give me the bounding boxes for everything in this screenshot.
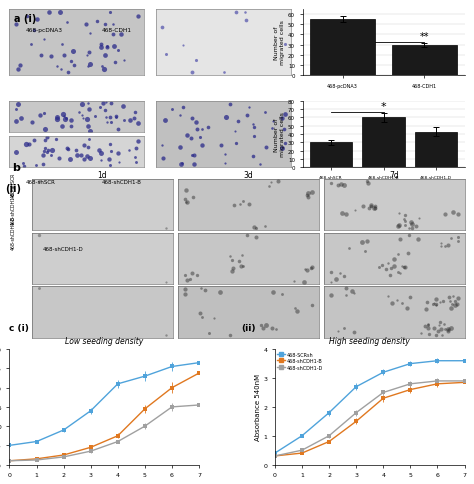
- Text: b: b: [12, 163, 20, 172]
- Text: (ii): (ii): [5, 183, 21, 193]
- X-axis label: days: days: [95, 483, 113, 484]
- Text: 468-ahSCR: 468-ahSCR: [11, 172, 16, 197]
- X-axis label: days: days: [361, 483, 379, 484]
- Y-axis label: Number of
migrated cells: Number of migrated cells: [274, 112, 285, 157]
- Text: 468-pcDNA3: 468-pcDNA3: [26, 28, 63, 32]
- Text: 468-shCDH1-D: 468-shCDH1-D: [43, 246, 83, 251]
- Y-axis label: Number of
migrated cells: Number of migrated cells: [274, 20, 285, 65]
- Text: 468-shCDH1-B: 468-shCDH1-B: [11, 191, 16, 225]
- Text: **: **: [419, 31, 429, 42]
- Text: 468-shSCR: 468-shSCR: [26, 180, 56, 185]
- Y-axis label: Absorbance 540nM: Absorbance 540nM: [255, 374, 261, 440]
- Title: 7d: 7d: [390, 170, 399, 180]
- Legend: 468-SCRsh, 468-shCDH1-B, 468-shCDH1-D: 468-SCRsh, 468-shCDH1-B, 468-shCDH1-D: [277, 352, 323, 370]
- Text: 468-CDH1: 468-CDH1: [102, 28, 132, 32]
- Bar: [310, 143, 352, 168]
- Text: *: *: [381, 102, 386, 111]
- Text: 468-shCDH1-B: 468-shCDH1-B: [102, 180, 142, 185]
- Text: a (i): a (i): [14, 14, 36, 24]
- Bar: [415, 132, 457, 168]
- Text: 468-shCDH1-D: 468-shCDH1-D: [11, 215, 16, 249]
- Text: (ii): (ii): [242, 323, 256, 332]
- Text: High seeding density: High seeding density: [329, 336, 410, 345]
- Bar: [392, 45, 457, 76]
- Bar: [363, 118, 404, 168]
- Text: Low seeding density: Low seeding density: [65, 336, 144, 345]
- Bar: [310, 20, 375, 76]
- Title: 1d: 1d: [98, 170, 107, 180]
- Text: c (i): c (i): [9, 323, 29, 332]
- Title: 3d: 3d: [244, 170, 253, 180]
